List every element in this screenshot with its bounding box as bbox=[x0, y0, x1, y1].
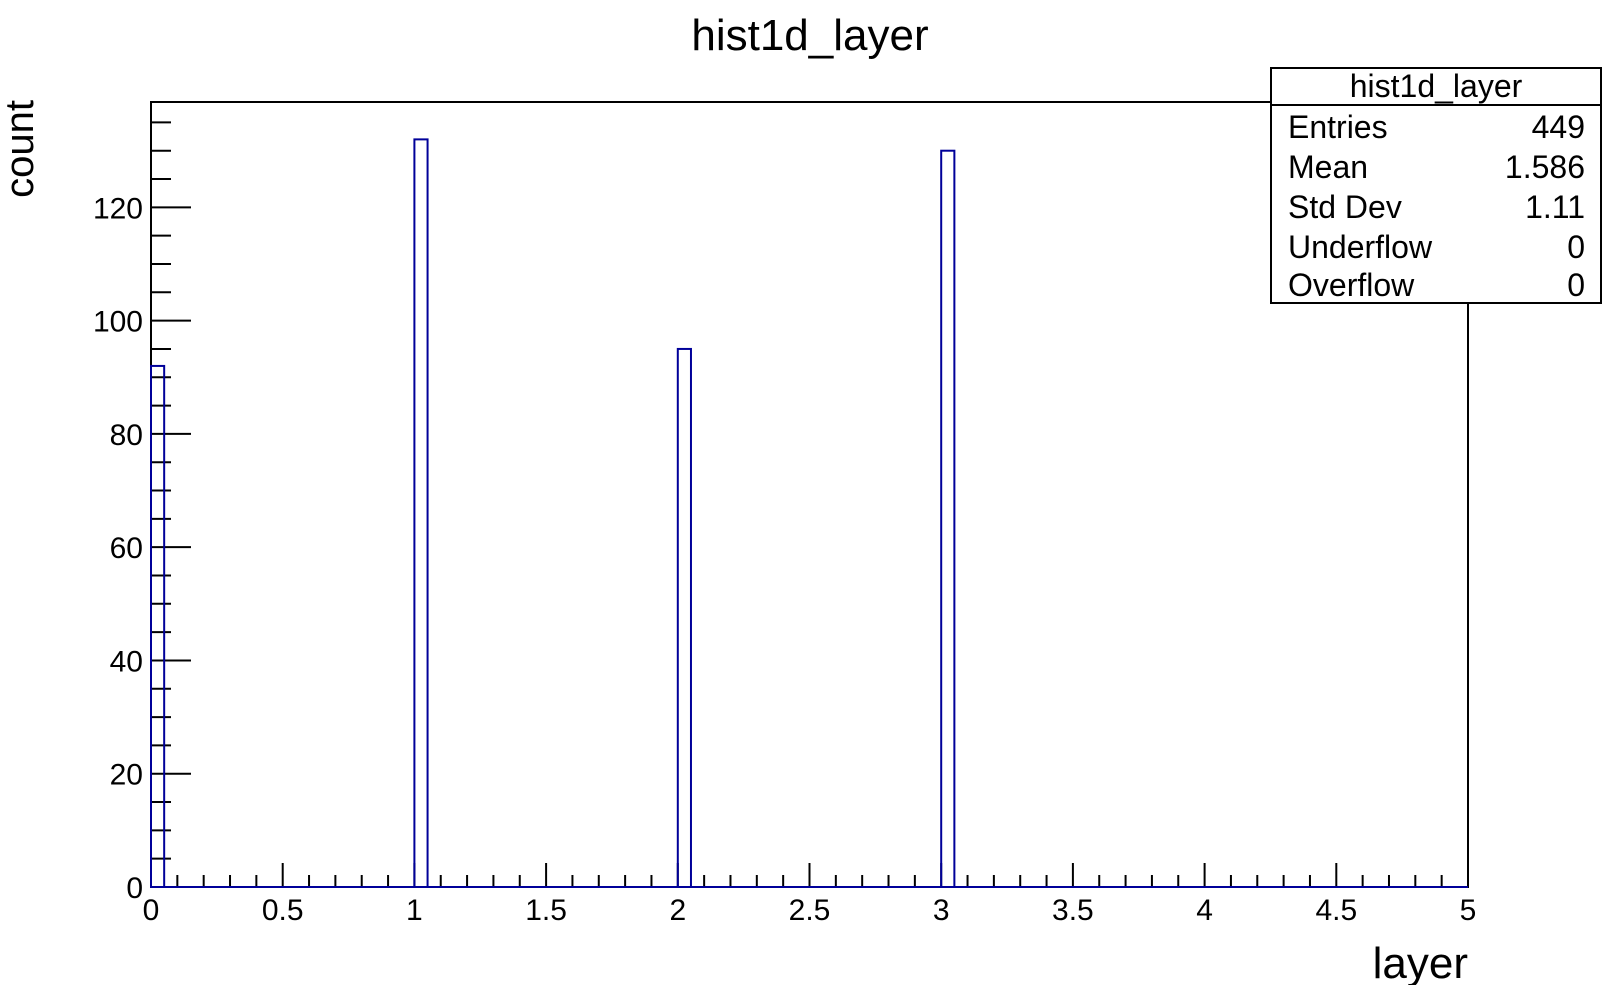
x-tick-label: 0.5 bbox=[262, 894, 304, 927]
histogram-bar bbox=[940, 149, 956, 889]
stats-value-underflow: 0 bbox=[1567, 229, 1585, 265]
x-tick-label: 2 bbox=[669, 894, 686, 927]
y-tick-label: 60 bbox=[110, 532, 143, 565]
y-tick-label: 100 bbox=[93, 306, 143, 339]
y-tick-label: 20 bbox=[110, 759, 143, 792]
histogram-bar bbox=[676, 347, 692, 888]
stats-value-std-dev: 1.11 bbox=[1525, 189, 1585, 225]
x-tick-label: 2.5 bbox=[789, 894, 831, 927]
stats-box-frame bbox=[1270, 67, 1602, 304]
histogram-bar bbox=[413, 138, 429, 888]
y-tick-label: 0 bbox=[126, 872, 143, 905]
stats-value-overflow: 0 bbox=[1567, 267, 1585, 303]
stats-value-mean: 1.586 bbox=[1505, 149, 1585, 185]
stats-label-underflow: Underflow bbox=[1288, 229, 1433, 265]
chart-title: hist1d_layer bbox=[691, 11, 928, 60]
histogram-bar bbox=[150, 364, 166, 888]
x-axis: 0 0.5 1 1.5 2 2.5 3 3.5 4 4.5 5 bbox=[143, 863, 1477, 927]
x-tick-label: 0 bbox=[143, 894, 160, 927]
x-tick-label: 3.5 bbox=[1052, 894, 1094, 927]
y-tick-label: 40 bbox=[110, 645, 143, 678]
y-axis-label: count bbox=[0, 100, 42, 198]
x-tick-label: 4 bbox=[1196, 894, 1213, 927]
stats-label-std-dev: Std Dev bbox=[1288, 189, 1402, 225]
stats-label-entries: Entries bbox=[1288, 109, 1388, 145]
stats-label-overflow: Overflow bbox=[1288, 267, 1415, 303]
stats-box: hist1d_layer Entries 449 Mean 1.586 Std … bbox=[1270, 67, 1602, 304]
histogram-bars bbox=[150, 138, 1468, 889]
x-tick-label: 1.5 bbox=[525, 894, 567, 927]
x-tick-label: 5 bbox=[1460, 894, 1477, 927]
x-axis-label: layer bbox=[1373, 939, 1468, 985]
y-tick-label: 80 bbox=[110, 419, 143, 452]
x-tick-label: 4.5 bbox=[1315, 894, 1357, 927]
x-tick-label: 3 bbox=[933, 894, 950, 927]
stats-value-entries: 449 bbox=[1532, 109, 1585, 145]
stats-box-title: hist1d_layer bbox=[1350, 68, 1523, 104]
y-tick-label: 120 bbox=[93, 192, 143, 225]
stats-label-mean: Mean bbox=[1288, 149, 1368, 185]
y-axis: 0 20 40 60 80 100 120 bbox=[93, 121, 191, 905]
x-tick-label: 1 bbox=[406, 894, 423, 927]
